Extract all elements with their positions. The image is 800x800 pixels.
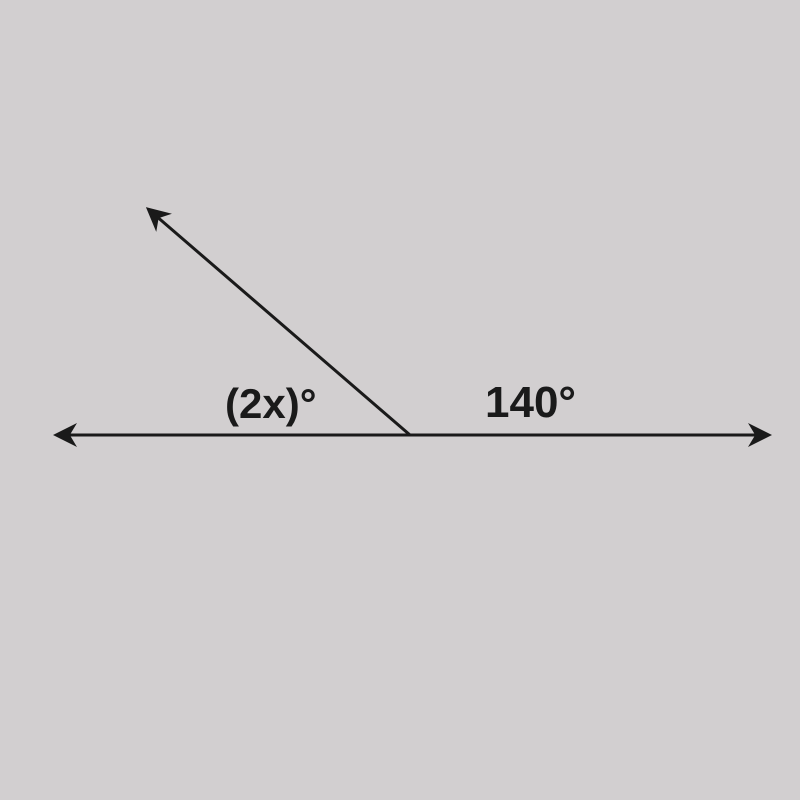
- diagram-container: (2x)° 140°: [0, 0, 800, 800]
- angle-label-left: (2x)°: [225, 380, 317, 428]
- background: [0, 0, 800, 800]
- angle-label-right: 140°: [485, 378, 576, 428]
- angle-diagram-svg: [0, 0, 800, 800]
